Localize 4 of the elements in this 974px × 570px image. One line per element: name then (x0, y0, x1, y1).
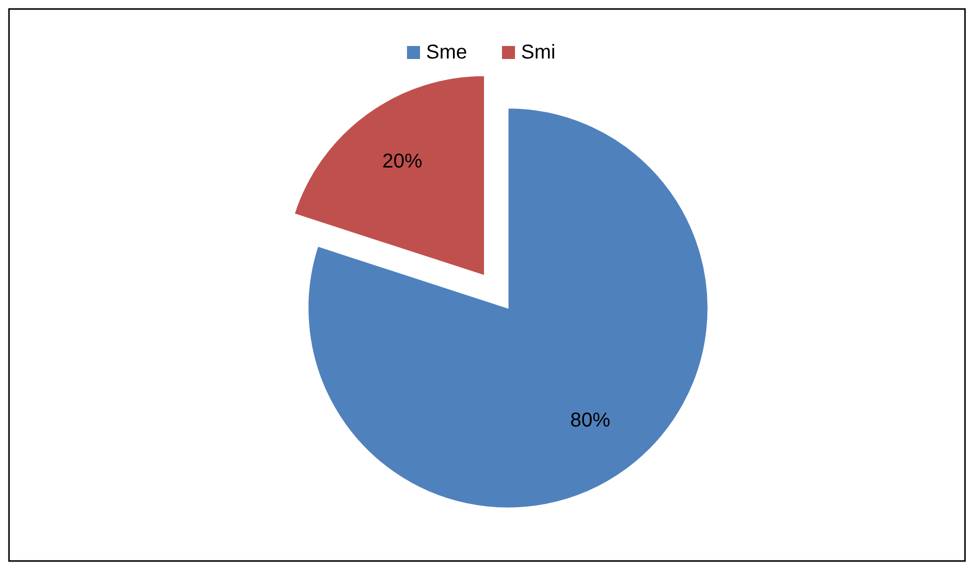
legend-label: Sme (426, 41, 468, 64)
data-label: 20% (382, 150, 422, 173)
data-label: 80% (570, 410, 611, 432)
legend-label: Smi (521, 41, 556, 64)
